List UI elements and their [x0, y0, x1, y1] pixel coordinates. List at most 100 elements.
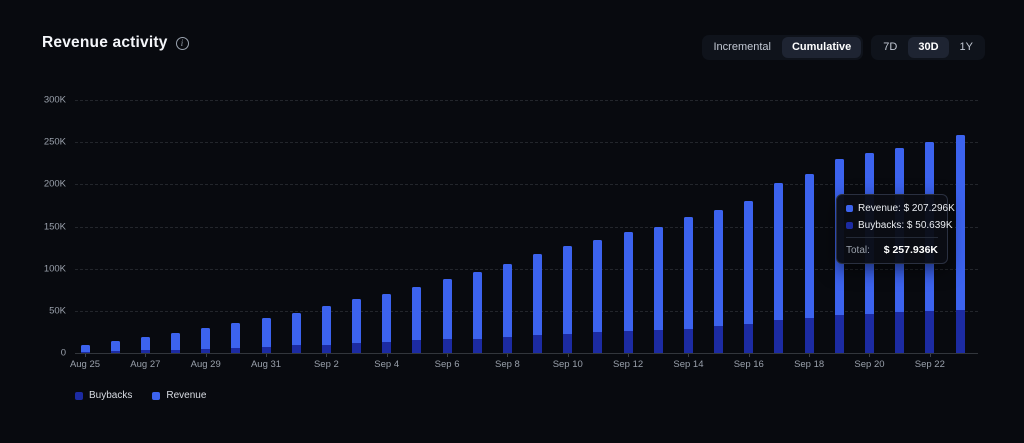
gridline — [75, 310, 978, 312]
bar-buybacks-segment[interactable] — [80, 352, 90, 353]
bar-buybacks-segment[interactable] — [472, 338, 482, 353]
x-axis-label: Sep 12 — [613, 359, 644, 370]
bar-revenue-segment[interactable] — [261, 318, 271, 348]
tooltip-row-revenue: Revenue: $ 207.296K — [846, 203, 955, 214]
bar-buybacks-segment[interactable] — [864, 313, 874, 353]
axis-tick — [688, 354, 690, 357]
axis-tick — [809, 354, 811, 357]
x-axis-label: Sep 18 — [794, 359, 825, 370]
bar-buybacks-segment[interactable] — [744, 324, 754, 353]
bar-revenue-segment[interactable] — [382, 293, 392, 342]
bar-revenue-segment[interactable] — [683, 217, 693, 329]
bar-buybacks-segment[interactable] — [412, 340, 422, 353]
bar-buybacks-segment[interactable] — [352, 343, 362, 353]
axis-tick — [85, 354, 86, 357]
bar-revenue-segment[interactable] — [563, 245, 573, 334]
bar-revenue-segment[interactable] — [231, 323, 241, 348]
bar-revenue-segment[interactable] — [593, 239, 603, 333]
bar-revenue-segment[interactable] — [804, 174, 814, 319]
tooltip-swatch — [846, 205, 853, 212]
bar-buybacks-segment[interactable] — [201, 348, 211, 353]
bar-buybacks-segment[interactable] — [774, 320, 784, 353]
bar-buybacks-segment[interactable] — [623, 331, 633, 353]
y-axis-label: 100K — [43, 263, 66, 275]
bar-revenue-segment[interactable] — [442, 278, 452, 340]
axis-tick — [869, 354, 871, 357]
legend-label: Buybacks — [89, 390, 133, 401]
bar-revenue-segment[interactable] — [623, 232, 633, 332]
tooltip: Revenue: $ 207.296K Buybacks: $ 50.639K T… — [836, 194, 955, 264]
bar-revenue-segment[interactable] — [774, 183, 784, 321]
bar-buybacks-segment[interactable] — [714, 326, 724, 353]
bar-revenue-segment[interactable] — [955, 135, 965, 311]
bar-buybacks-segment[interactable] — [291, 345, 301, 353]
axis-tick — [266, 354, 268, 357]
x-axis-label: Sep 2 — [313, 359, 339, 370]
bar-revenue-segment[interactable] — [744, 201, 754, 325]
bar-revenue-segment[interactable] — [714, 209, 724, 327]
toggle-1y[interactable]: 1Y — [950, 37, 983, 58]
bar-buybacks-segment[interactable] — [321, 344, 331, 353]
bar-buybacks-segment[interactable] — [533, 334, 543, 353]
legend: Buybacks Revenue — [75, 390, 206, 401]
bar-revenue-segment[interactable] — [171, 332, 181, 350]
bar-buybacks-segment[interactable] — [895, 312, 905, 353]
tooltip-total: Total: $ 257.936K — [846, 244, 938, 256]
toggle-cumulative[interactable]: Cumulative — [781, 37, 862, 58]
tooltip-divider — [846, 237, 938, 238]
bar-buybacks-segment[interactable] — [955, 310, 965, 353]
toggle-incremental[interactable]: Incremental — [704, 37, 781, 58]
bar-buybacks-segment[interactable] — [231, 347, 241, 353]
info-icon[interactable]: i — [175, 36, 189, 50]
bar-buybacks-segment[interactable] — [140, 350, 150, 353]
gridline — [75, 100, 978, 101]
axis-tick — [507, 354, 509, 357]
bar-buybacks-segment[interactable] — [925, 311, 935, 353]
bar-buybacks-segment[interactable] — [502, 336, 512, 353]
bar-revenue-segment[interactable] — [352, 299, 362, 344]
bar-revenue-segment[interactable] — [653, 226, 663, 331]
bar-buybacks-segment[interactable] — [110, 351, 120, 353]
bar-revenue-segment[interactable] — [412, 287, 422, 341]
page-title: Revenue activity — [42, 34, 168, 51]
axis-tick — [205, 354, 207, 357]
bar-revenue-segment[interactable] — [502, 263, 512, 337]
axis-tick — [447, 354, 449, 357]
x-axis-label: Sep 6 — [434, 359, 460, 370]
bar-revenue-segment[interactable] — [201, 327, 211, 349]
y-axis-label: 0 — [60, 347, 66, 359]
bar-revenue-segment[interactable] — [291, 312, 301, 346]
bar-revenue-segment[interactable] — [533, 254, 543, 335]
bar-buybacks-segment[interactable] — [834, 315, 844, 353]
bar-buybacks-segment[interactable] — [261, 347, 271, 353]
bar-revenue-segment[interactable] — [321, 305, 331, 345]
bar-revenue-segment[interactable] — [472, 272, 482, 339]
x-axis-label: Aug 29 — [190, 359, 221, 370]
toggle-7d[interactable]: 7D — [873, 37, 907, 58]
legend-swatch — [152, 391, 161, 400]
legend-item-revenue[interactable]: Revenue — [152, 390, 206, 401]
x-axis-label: Sep 8 — [494, 359, 520, 370]
bar-buybacks-segment[interactable] — [563, 333, 573, 353]
bar-buybacks-segment[interactable] — [683, 328, 693, 353]
bar-buybacks-segment[interactable] — [804, 318, 814, 353]
bar-buybacks-segment[interactable] — [442, 339, 452, 353]
bar-buybacks-segment[interactable] — [382, 341, 392, 353]
tooltip-row-buybacks: Buybacks: $ 50.639K — [846, 220, 953, 231]
x-axis-label: Sep 14 — [673, 359, 704, 370]
bar-revenue-segment[interactable] — [110, 341, 120, 352]
bar-buybacks-segment[interactable] — [171, 349, 181, 353]
legend-item-buybacks[interactable]: Buybacks — [75, 390, 132, 401]
y-axis-label: 300K — [43, 94, 66, 106]
legend-label: Revenue — [166, 390, 207, 401]
y-axis-label: 200K — [43, 178, 66, 190]
toggle-30d[interactable]: 30D — [908, 37, 949, 58]
bar-buybacks-segment[interactable] — [653, 330, 663, 353]
axis-tick — [628, 354, 630, 357]
bar-revenue-segment[interactable] — [80, 345, 90, 353]
bar-revenue-segment[interactable] — [140, 336, 150, 351]
bar-buybacks-segment[interactable] — [593, 332, 603, 353]
tooltip-row-text: Revenue: $ 207.296K — [858, 203, 955, 214]
tooltip-row-text: Buybacks: $ 50.639K — [858, 220, 953, 231]
panel-header: Revenue activity i — [42, 34, 189, 52]
